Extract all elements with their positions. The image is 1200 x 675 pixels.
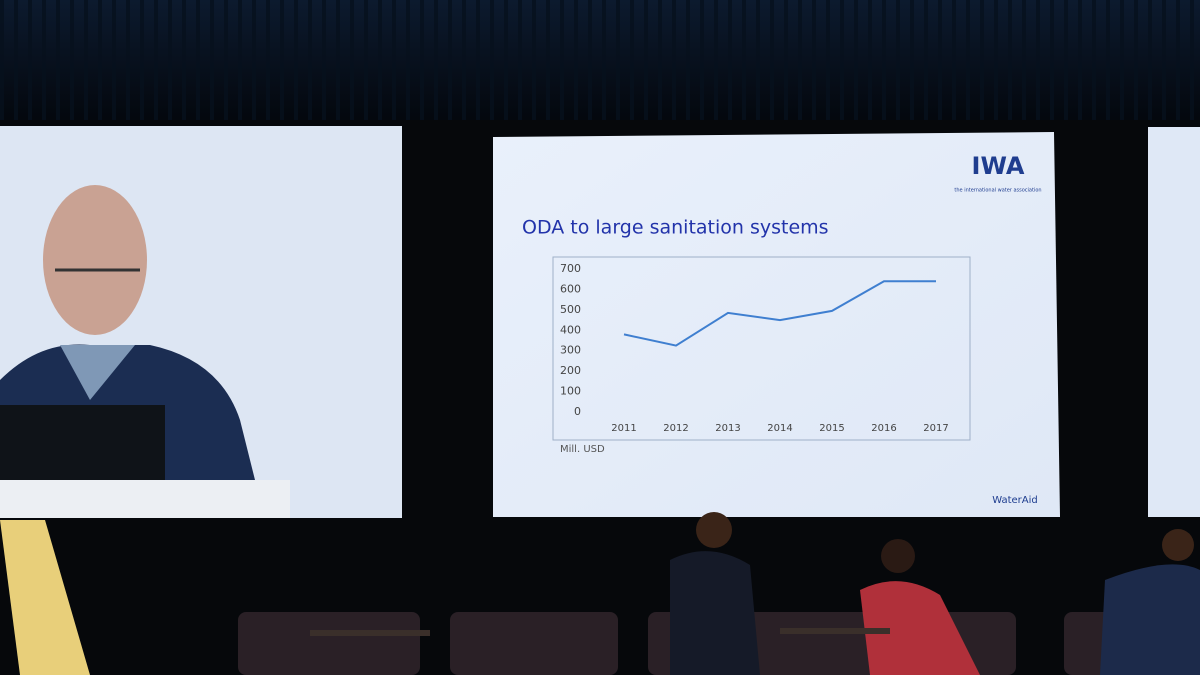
logo-tagline: the international water association (954, 188, 1041, 194)
x-tick-label: 2016 (871, 423, 896, 434)
y-tick-label: 400 (560, 323, 581, 336)
chart-title: ODA to large sanitation systems (522, 217, 829, 239)
panelist (1100, 564, 1200, 675)
podium (0, 480, 290, 518)
y-tick-label: 500 (560, 303, 581, 316)
chair (238, 612, 420, 675)
logo-shape (0, 520, 90, 675)
x-tick-label: 2017 (923, 423, 948, 434)
y-tick-label: 100 (560, 385, 581, 398)
logo: IWA (972, 152, 1025, 180)
y-tick-label: 700 (560, 262, 581, 275)
x-tick-label: 2011 (611, 423, 636, 434)
x-tick-label: 2015 (819, 423, 844, 434)
panelist-head (696, 512, 732, 548)
chart-frame (552, 256, 971, 441)
laptop (0, 405, 165, 480)
speaker-head (43, 185, 147, 335)
panelist-head (881, 539, 915, 573)
y-tick-label: 200 (560, 364, 581, 377)
axis-note: Mill. USD (560, 444, 605, 455)
panelist (860, 581, 980, 675)
x-tick-label: 2014 (767, 423, 792, 434)
chair (450, 612, 618, 675)
right-screen (1148, 127, 1200, 517)
footer-logo: WaterAid (992, 495, 1038, 506)
panelist (670, 551, 760, 675)
y-tick-label: 300 (560, 344, 581, 357)
y-tick-label: 0 (574, 405, 581, 418)
table (780, 628, 890, 634)
slide (493, 132, 1060, 517)
curtain (0, 0, 1200, 130)
speaker-shirt (60, 345, 135, 400)
panelist-head (1162, 529, 1194, 561)
x-tick-label: 2012 (663, 423, 688, 434)
table (310, 630, 430, 636)
y-tick-label: 600 (560, 282, 581, 295)
line (623, 280, 936, 347)
x-tick-label: 2013 (715, 423, 740, 434)
